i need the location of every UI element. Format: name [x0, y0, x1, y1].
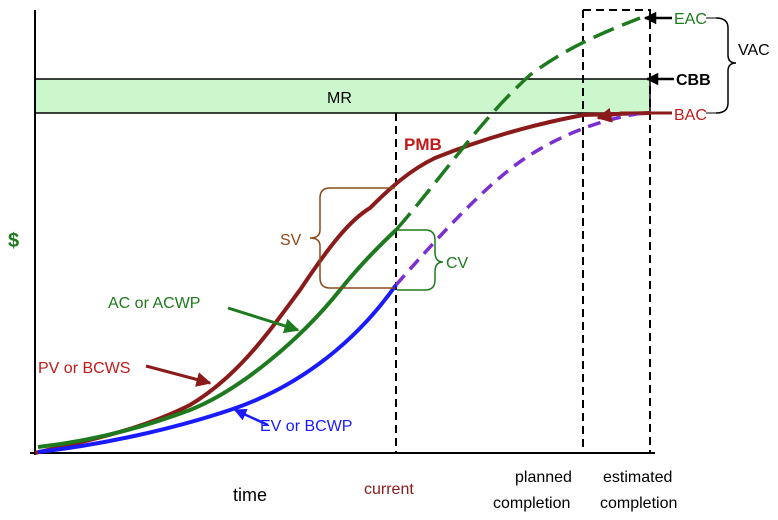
vac-label: VAC: [738, 42, 770, 59]
bac-arrow-to-pmb: [596, 107, 623, 123]
cbb-label: CBB: [676, 72, 711, 89]
eac-label: EAC: [674, 11, 707, 28]
mr-band: [34, 78, 651, 114]
bac-label: BAC: [674, 107, 707, 124]
ac-acwp-arrow: [227, 306, 300, 334]
cv-label: CV: [446, 255, 469, 272]
eac-forecast: [394, 16, 641, 232]
planned-completion-label-line2: completion: [493, 495, 570, 512]
pv-curve: [34, 111, 651, 455]
pv-bcws-arrow: [145, 364, 212, 387]
y-axis-label: $: [8, 230, 19, 252]
ac-acwp-label: AC or ACWP: [108, 295, 200, 312]
ev-curve: [37, 283, 398, 454]
pv-bcws-label: PV or BCWS: [38, 360, 130, 377]
estimated-completion-label-line1: estimated: [603, 469, 672, 486]
current-label: current: [364, 481, 414, 498]
planned-completion-label-line1: planned: [515, 469, 572, 486]
estimated-completion-box: [583, 9, 651, 454]
vac-brace: [715, 17, 737, 114]
ev-bcwp-label: EV or BCWP: [260, 418, 352, 435]
estimated-completion-label-line2: completion: [600, 495, 677, 512]
ac-curve: [37, 228, 398, 449]
cv-brace: [397, 229, 444, 291]
sv-brace: [309, 187, 395, 289]
ev-bcwp-arrow: [233, 408, 269, 427]
x-axis-label: time: [233, 485, 267, 505]
sv-label: SV: [280, 232, 302, 249]
mr-label: MR: [327, 90, 352, 107]
pmb-label: PMB: [404, 135, 442, 154]
